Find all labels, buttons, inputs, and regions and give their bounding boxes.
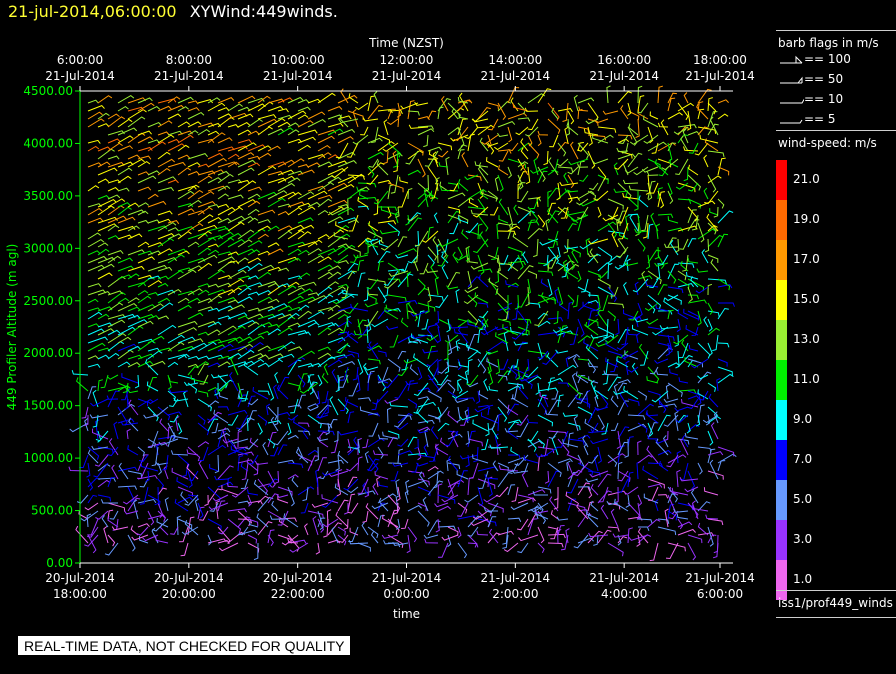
- x-axis-title: time: [393, 607, 420, 621]
- legend-divider: [776, 30, 896, 31]
- wind-barb-field: [68, 85, 737, 562]
- x-tick-label-time: 20:00:00: [162, 587, 216, 601]
- x-tick-label-time: 22:00:00: [271, 587, 325, 601]
- plot-title: 21-jul-2014,06:00:00 XYWind:449winds.: [8, 2, 338, 21]
- colorbar-swatch: [776, 160, 787, 200]
- x-tick-label-date: 21-Jul-2014: [481, 571, 551, 585]
- colorbar-label: 15.0: [793, 292, 820, 306]
- top-tick-label-date: 21-Jul-2014: [685, 69, 755, 83]
- y-tick-label: 1000.00: [23, 451, 73, 465]
- top-tick-label-time: 12:00:00: [380, 53, 434, 67]
- x-tick-label-time: 0:00:00: [383, 587, 429, 601]
- top-tick-label-date: 21-Jul-2014: [589, 69, 659, 83]
- legend-divider: [776, 130, 896, 131]
- colorbar-swatch: [776, 400, 787, 440]
- top-tick-label-date: 21-Jul-2014: [372, 69, 442, 83]
- x-tick-label-time: 4:00:00: [601, 587, 647, 601]
- wind-barb-plot: 0.00 500.00 1000.00 1500.00 2000.00 2500.00 30…: [5, 36, 755, 621]
- x-tick-label-time: 18:00:00: [53, 587, 107, 601]
- flag-10-icon: [780, 97, 806, 103]
- colorbar-swatch: [776, 200, 787, 240]
- colorbar-label: 5.0: [793, 492, 813, 506]
- colorbar-label: 3.0: [793, 532, 813, 546]
- barb-flag-10: == 10: [778, 92, 843, 106]
- colorbar-swatch: [776, 280, 787, 320]
- colorbar-label: 13.0: [793, 332, 820, 346]
- y-axis-label: 449 Profiler Altitude (m agl): [5, 244, 19, 411]
- colorbar-swatch: [776, 520, 787, 560]
- x-tick-label-date: 21-Jul-2014: [589, 571, 659, 585]
- x-tick-label-date: 21-Jul-2014: [685, 571, 755, 585]
- quality-notice: REAL-TIME DATA, NOT CHECKED FOR QUALITY: [18, 636, 351, 655]
- x-tick-label-date: 21-Jul-2014: [372, 571, 442, 585]
- wind-speed-title: wind-speed: m/s: [778, 136, 877, 150]
- legend-divider: [776, 617, 896, 618]
- x-tick-label-date: 20-Jul-2014: [154, 571, 224, 585]
- colorbar-label: 11.0: [793, 372, 820, 386]
- colorbar-label: 9.0: [793, 412, 813, 426]
- y-tick-label: 4500.00: [23, 84, 73, 98]
- top-tick-label-time: 16:00:00: [597, 53, 651, 67]
- x-tick-label-time: 2:00:00: [492, 587, 538, 601]
- top-tick-label-date: 21-Jul-2014: [45, 69, 115, 83]
- top-tick-label-time: 10:00:00: [271, 53, 325, 67]
- x-tick-label-date: 20-Jul-2014: [263, 571, 333, 585]
- barb-flags-title: barb flags in m/s: [778, 36, 879, 50]
- flag-5-icon: [780, 119, 803, 123]
- y-tick-label: 3000.00: [23, 241, 73, 255]
- top-tick-label-time: 8:00:00: [166, 53, 212, 67]
- colorbar-label: 7.0: [793, 452, 813, 466]
- top-tick-label-date: 21-Jul-2014: [481, 69, 551, 83]
- title-name: XYWind:449winds.: [189, 2, 338, 21]
- y-tick-label: 500.00: [31, 504, 73, 518]
- flag-50-icon: [780, 76, 803, 83]
- title-date: 21-jul-2014,06:00:00: [8, 2, 177, 21]
- top-axis-title: Time (NZST): [368, 36, 444, 50]
- y-tick-label: 1500.00: [23, 399, 73, 413]
- top-tick-label-time: 18:00:00: [693, 53, 747, 67]
- colorbar-label: 19.0: [793, 212, 820, 226]
- top-tick-label-time: 14:00:00: [488, 53, 542, 67]
- x-tick-label-time: 6:00:00: [697, 587, 743, 601]
- x-tick-label-date: 20-Jul-2014: [45, 571, 115, 585]
- barb-flag-100: == 100: [778, 52, 851, 66]
- colorbar-swatch: [776, 360, 787, 400]
- colorbar-swatch: [776, 320, 787, 360]
- barb-flag-5: == 5: [778, 112, 836, 126]
- top-tick-label-time: 6:00:00: [57, 53, 103, 67]
- colorbar-swatch: [776, 240, 787, 280]
- colorbar-swatch: [776, 480, 787, 520]
- y-tick-label: 2500.00: [23, 294, 73, 308]
- top-tick-label-date: 21-Jul-2014: [263, 69, 333, 83]
- y-tick-label: 4000.00: [23, 136, 73, 150]
- y-tick-label: 3500.00: [23, 189, 73, 203]
- top-tick-label-date: 21-Jul-2014: [154, 69, 224, 83]
- flag-100-icon: [780, 55, 803, 63]
- colorbar-swatch: [776, 440, 787, 480]
- y-tick-label: 2000.00: [23, 346, 73, 360]
- colorbar-label: 1.0: [793, 572, 813, 586]
- data-source-label: iss1/prof449_winds: [778, 596, 893, 610]
- y-tick-label: 0.00: [46, 556, 73, 570]
- legend-divider: [776, 590, 896, 591]
- colorbar-swatch: [776, 560, 787, 600]
- barb-flag-50: == 50: [778, 72, 843, 86]
- colorbar-label: 21.0: [793, 172, 820, 186]
- colorbar-label: 17.0: [793, 252, 820, 266]
